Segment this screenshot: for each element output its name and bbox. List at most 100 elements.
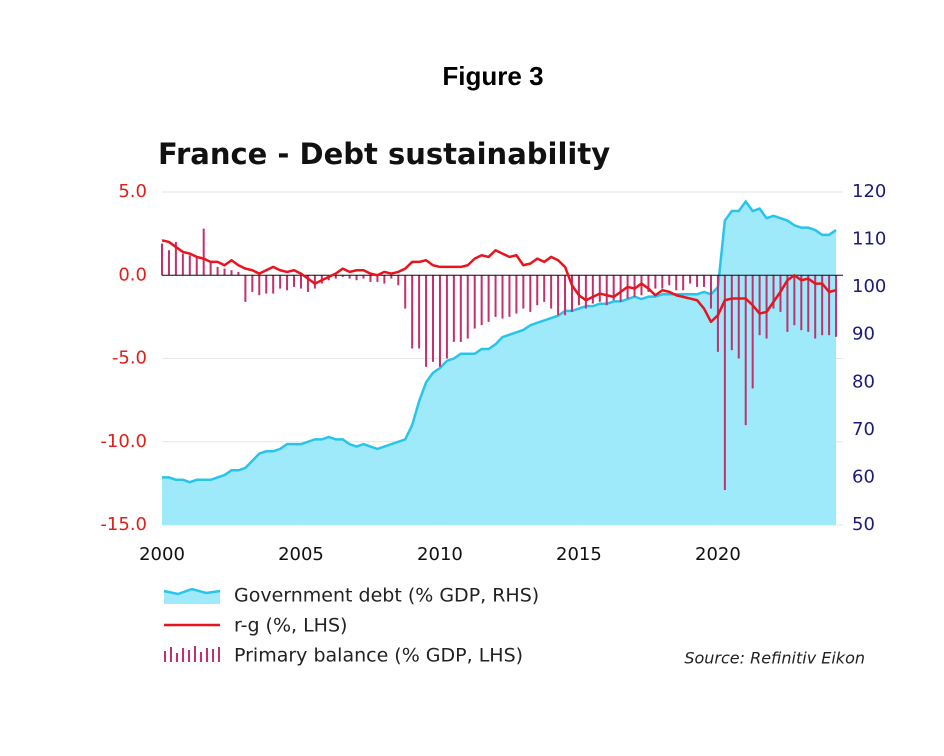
- legend-swatch: [176, 653, 178, 662]
- bar: [390, 275, 393, 279]
- bar: [459, 275, 462, 342]
- bar: [633, 275, 636, 297]
- bar: [244, 275, 247, 302]
- bar: [661, 275, 664, 289]
- bar: [696, 275, 699, 287]
- bar: [515, 275, 518, 314]
- x-tick-label: 2020: [695, 544, 741, 565]
- bar: [821, 275, 824, 336]
- bar: [383, 275, 386, 284]
- x-tick-label: 2000: [139, 544, 185, 565]
- bar: [807, 275, 810, 332]
- bar: [564, 275, 567, 316]
- figure-label: Figure 3: [442, 61, 543, 91]
- y2-tick-label: 110: [852, 229, 886, 250]
- x-tick-label: 2015: [556, 544, 602, 565]
- bar: [828, 275, 831, 336]
- bar: [598, 275, 601, 302]
- bar: [765, 275, 768, 339]
- y2-tick-label: 80: [852, 371, 875, 392]
- bar: [216, 266, 219, 276]
- bar: [577, 275, 580, 306]
- bar: [814, 275, 817, 339]
- bar: [619, 275, 622, 302]
- bar: [647, 275, 650, 292]
- legend-swatch-edge: [163, 587, 221, 596]
- bar: [230, 270, 233, 276]
- bar: [640, 275, 643, 296]
- bar: [786, 275, 789, 332]
- legend-label: r-g (%, LHS): [234, 615, 347, 637]
- bar: [376, 275, 379, 282]
- bar: [709, 275, 712, 309]
- legend-label: Government debt (% GDP, RHS): [234, 585, 539, 607]
- bar: [751, 275, 754, 389]
- bar: [452, 275, 455, 342]
- bar: [466, 275, 469, 339]
- y2-tick-label: 120: [852, 181, 886, 202]
- bar: [682, 275, 685, 291]
- bar: [654, 275, 657, 289]
- bar: [425, 275, 428, 367]
- y2-tick-label: 50: [852, 514, 875, 535]
- bar: [202, 228, 205, 276]
- bar: [341, 275, 344, 277]
- legend-swatch: [212, 649, 214, 662]
- bar: [522, 275, 525, 309]
- bar: [543, 275, 546, 302]
- chart-title: France - Debt sustainability: [158, 137, 610, 171]
- y-tick-label: -10.0: [100, 431, 147, 452]
- y2-tick-label: 70: [852, 419, 875, 440]
- bar: [195, 256, 198, 276]
- y2-tick-label: 90: [852, 324, 875, 345]
- bar: [265, 275, 268, 294]
- bar: [494, 275, 497, 317]
- bar: [668, 275, 671, 286]
- bar: [411, 275, 414, 349]
- bar: [418, 275, 421, 349]
- bar: [584, 275, 587, 309]
- bar: [334, 275, 337, 279]
- bar: [279, 275, 282, 289]
- area-fill: [162, 201, 837, 525]
- bar: [167, 250, 170, 276]
- bar: [209, 261, 212, 276]
- bar: [508, 275, 511, 317]
- bar: [362, 275, 365, 279]
- bar: [369, 275, 372, 282]
- bar: [251, 275, 254, 292]
- legend-swatch: [218, 647, 220, 662]
- bar: [355, 275, 358, 281]
- bar: [223, 268, 226, 276]
- legend-label: Primary balance (% GDP, LHS): [234, 645, 523, 667]
- legend-swatch: [170, 647, 172, 662]
- legend-swatch: [164, 651, 166, 662]
- bar: [501, 275, 504, 319]
- bar: [723, 275, 726, 491]
- bar: [689, 275, 692, 284]
- bar: [800, 275, 803, 331]
- legend-swatch: [200, 652, 202, 662]
- bar: [181, 253, 184, 276]
- bar: [299, 275, 302, 289]
- x-tick-label: 2005: [278, 544, 324, 565]
- bar: [744, 275, 747, 426]
- legend-swatch: [164, 589, 220, 604]
- legend-swatch: [188, 650, 190, 662]
- source: Source: Refinitiv Eikon: [684, 649, 865, 668]
- bar: [487, 275, 490, 322]
- bar: [772, 275, 775, 309]
- bar: [605, 275, 608, 306]
- bar: [348, 275, 351, 279]
- bar: [675, 275, 678, 291]
- bar: [438, 275, 441, 367]
- bar: [174, 241, 177, 276]
- legend-swatch: [182, 648, 184, 662]
- bar: [570, 275, 573, 312]
- bar: [550, 275, 553, 309]
- legend-swatch: [194, 646, 196, 662]
- bar: [286, 275, 289, 291]
- bar: [272, 275, 275, 294]
- bar: [793, 275, 796, 326]
